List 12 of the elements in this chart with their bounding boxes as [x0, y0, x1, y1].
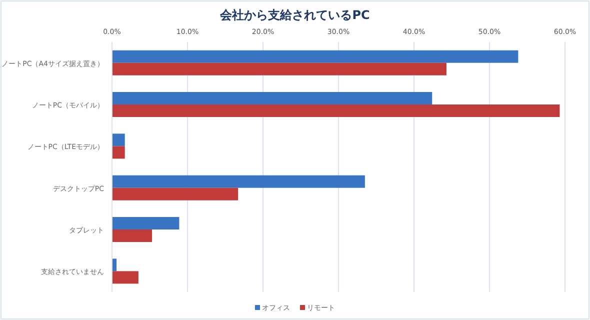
- bar: [112, 271, 138, 284]
- bar: [112, 230, 152, 242]
- bar: [112, 134, 125, 146]
- bar: [112, 50, 518, 63]
- bar: [112, 146, 125, 159]
- bar: [112, 104, 560, 117]
- bar: [112, 62, 446, 76]
- chart-title: 会社から支給されているPC: [219, 8, 370, 22]
- bar: [112, 175, 365, 188]
- bar: [112, 92, 432, 104]
- bar: [112, 188, 238, 200]
- bar: [112, 217, 180, 230]
